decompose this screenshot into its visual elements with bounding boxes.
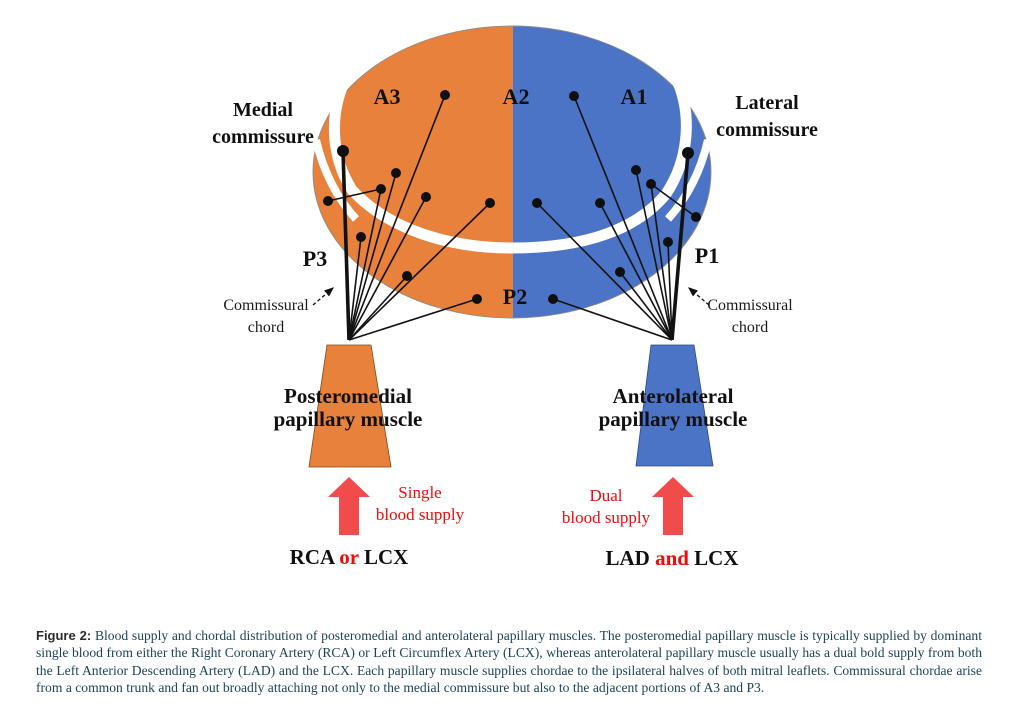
label-dual-blood-supply: Dual blood supply bbox=[561, 486, 651, 527]
chord-pointers bbox=[312, 287, 710, 306]
label-anterolateral-muscle: Anterolateral papillary muscle bbox=[598, 384, 748, 431]
papillary-muscles bbox=[308, 344, 714, 468]
leaflet-band-divider bbox=[329, 73, 692, 254]
right-commissure-cleft bbox=[665, 139, 712, 222]
label-commissural-chord-right: Commissural chord bbox=[707, 297, 793, 336]
leaflet-separations bbox=[312, 73, 712, 254]
blood-supply-arrows bbox=[328, 477, 694, 535]
label-posteromedial-muscle: Posteromedial papillary muscle bbox=[273, 384, 423, 431]
label-commissural-chord-left: Commissural chord bbox=[223, 297, 309, 336]
left-commissure-cleft bbox=[312, 139, 359, 222]
label-p3: P3 bbox=[302, 246, 328, 271]
commissural-chord-right-pointer bbox=[688, 287, 710, 306]
commissural-chord-right-line bbox=[670, 152, 690, 341]
label-left-arteries: RCA or LCX bbox=[289, 545, 409, 569]
mitral-annulus bbox=[312, 25, 712, 319]
chordae-dots bbox=[323, 90, 701, 304]
posteromedial-papillary-muscle-shape bbox=[308, 344, 392, 468]
label-a3: A3 bbox=[373, 84, 401, 109]
label-a1: A1 bbox=[620, 84, 648, 109]
valve-diagram-svg bbox=[308, 25, 714, 535]
anterolateral-papillary-muscle-shape bbox=[635, 344, 714, 467]
commissural-chord-left-pointer bbox=[312, 287, 334, 306]
label-p2: P2 bbox=[502, 284, 528, 309]
dual-supply-arrow bbox=[652, 477, 694, 535]
annulus-outline bbox=[312, 25, 712, 319]
chordae-right-fan bbox=[536, 95, 697, 341]
label-right-arteries: LAD and LCX bbox=[605, 546, 739, 570]
chordae-left-fan bbox=[327, 94, 491, 341]
label-a2: A2 bbox=[502, 84, 530, 109]
figure-caption: Figure 2: Blood supply and chordal distr… bbox=[36, 627, 982, 697]
figure-caption-label: Figure 2: bbox=[36, 628, 92, 643]
figure-caption-text: Blood supply and chordal distribution of… bbox=[36, 628, 982, 696]
single-supply-arrow bbox=[328, 477, 370, 535]
label-single-blood-supply: Single blood supply bbox=[375, 483, 465, 524]
label-lateral-commissure: Lateral commissure bbox=[716, 92, 818, 141]
label-medial-commissure: Medial commissure bbox=[212, 99, 314, 148]
label-p1: P1 bbox=[694, 243, 720, 268]
commissural-chord-left-line bbox=[341, 150, 351, 341]
